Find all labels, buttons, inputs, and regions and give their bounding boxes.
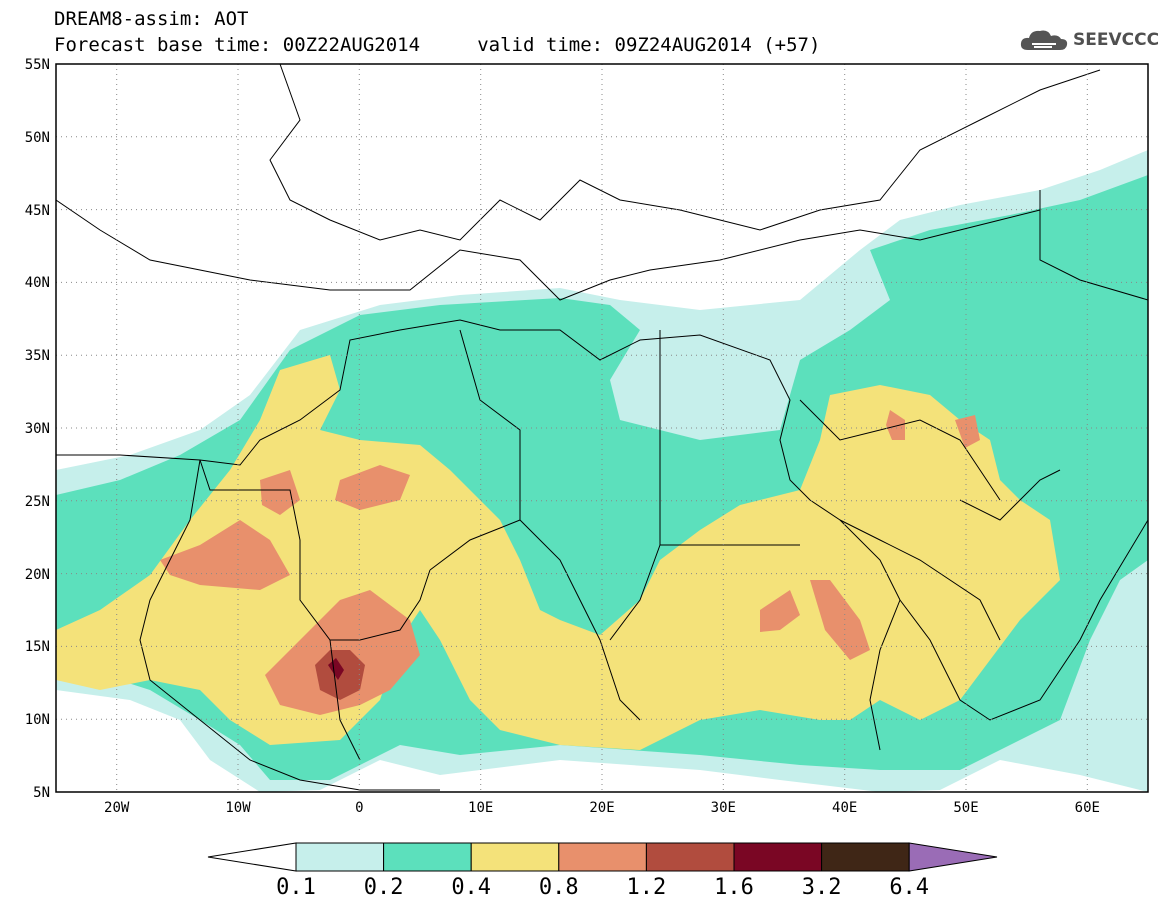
cloud-icon bbox=[1020, 30, 1068, 50]
colorbar-label: 1.2 bbox=[627, 875, 667, 900]
lat-label: 25N bbox=[25, 494, 50, 510]
aot-band-0.8-h bbox=[955, 415, 980, 448]
colorbar-under-triangle bbox=[207, 842, 297, 872]
aot-band-0.8 bbox=[160, 520, 290, 590]
lat-label: 55N bbox=[25, 57, 50, 73]
map-title: DREAM8-assim: AOT bbox=[54, 8, 249, 30]
lat-label: 35N bbox=[25, 348, 50, 364]
colorbar-label: 0.4 bbox=[451, 875, 491, 900]
lat-label: 50N bbox=[25, 130, 50, 146]
colorbar: 0.1 0.2 0.4 0.8 1.2 1.6 3.2 6.4 bbox=[207, 842, 998, 900]
colorbar-label: 0.2 bbox=[364, 875, 404, 900]
map-subtitle-times: Forecast base time: 00Z22AUG2014 valid t… bbox=[54, 34, 821, 56]
colorbar-label: 0.1 bbox=[276, 875, 316, 900]
lon-label: 10E bbox=[468, 800, 493, 816]
aot-band-0.8-c bbox=[335, 465, 410, 510]
lon-axis: 20W 10W 0 10E 20E 30E 40E 50E 60E bbox=[104, 800, 1100, 816]
colorbar-over-triangle bbox=[908, 842, 998, 872]
aot-fields bbox=[56, 150, 1148, 792]
aot-band-0.8-e bbox=[760, 590, 800, 632]
aot-band-1.6 bbox=[328, 658, 344, 680]
colorbar-segment bbox=[295, 842, 385, 872]
lat-axis: 55N 50N 45N 40N 35N 30N 25N 20N 15N 10N … bbox=[25, 57, 50, 801]
colorbar-segment bbox=[733, 842, 823, 872]
map-frame bbox=[55, 63, 1149, 793]
lat-label: 45N bbox=[25, 203, 50, 219]
colorbar-segment bbox=[470, 842, 560, 872]
lat-label: 20N bbox=[25, 567, 50, 583]
colorbar-segment bbox=[383, 842, 472, 872]
aot-band-0.8-b bbox=[260, 470, 300, 515]
colorbar-label: 6.4 bbox=[889, 875, 929, 900]
lon-label: 20W bbox=[104, 800, 130, 816]
aot-band-0.8-g bbox=[810, 580, 870, 660]
lat-label: 10N bbox=[25, 712, 50, 728]
lon-label: 60E bbox=[1075, 800, 1100, 816]
seevccc-logo: SEEVCCC bbox=[1018, 26, 1159, 54]
colorbar-label: 0.8 bbox=[539, 875, 579, 900]
lon-label: 40E bbox=[832, 800, 857, 816]
colorbar-label: 1.6 bbox=[714, 875, 754, 900]
colorbar-segment bbox=[558, 842, 647, 872]
lon-label: 0 bbox=[355, 800, 363, 816]
lon-label: 50E bbox=[953, 800, 978, 816]
graticule bbox=[56, 64, 1148, 792]
colorbar-segment bbox=[821, 842, 910, 872]
logo-text: SEEVCCC bbox=[1073, 30, 1160, 50]
lon-label: 30E bbox=[711, 800, 736, 816]
lat-label: 5N bbox=[33, 785, 50, 801]
lat-label: 40N bbox=[25, 275, 50, 291]
lon-label: 20E bbox=[589, 800, 614, 816]
lat-label: 30N bbox=[25, 421, 50, 437]
coastlines bbox=[56, 64, 1148, 791]
lat-label: 15N bbox=[25, 639, 50, 655]
colorbar-segment bbox=[645, 842, 735, 872]
lon-label: 10W bbox=[225, 800, 251, 816]
aot-band-0.8-f bbox=[886, 410, 905, 440]
colorbar-label: 3.2 bbox=[802, 875, 842, 900]
